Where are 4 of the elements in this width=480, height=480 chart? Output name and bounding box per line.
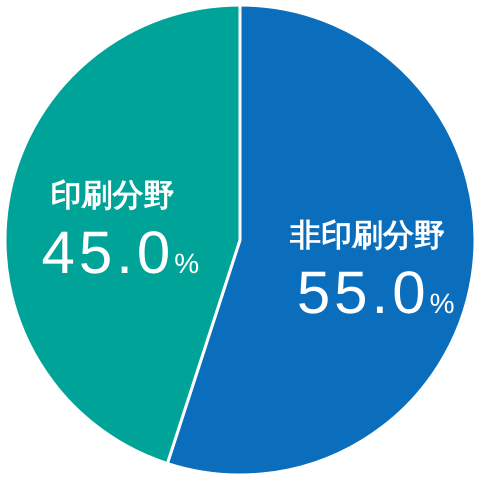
data-label: 55.0% <box>296 259 455 326</box>
slice-label: 印刷分野 <box>50 177 174 212</box>
data-label: 45.0% <box>42 218 200 286</box>
slice-label: 非印刷分野 <box>289 218 446 253</box>
